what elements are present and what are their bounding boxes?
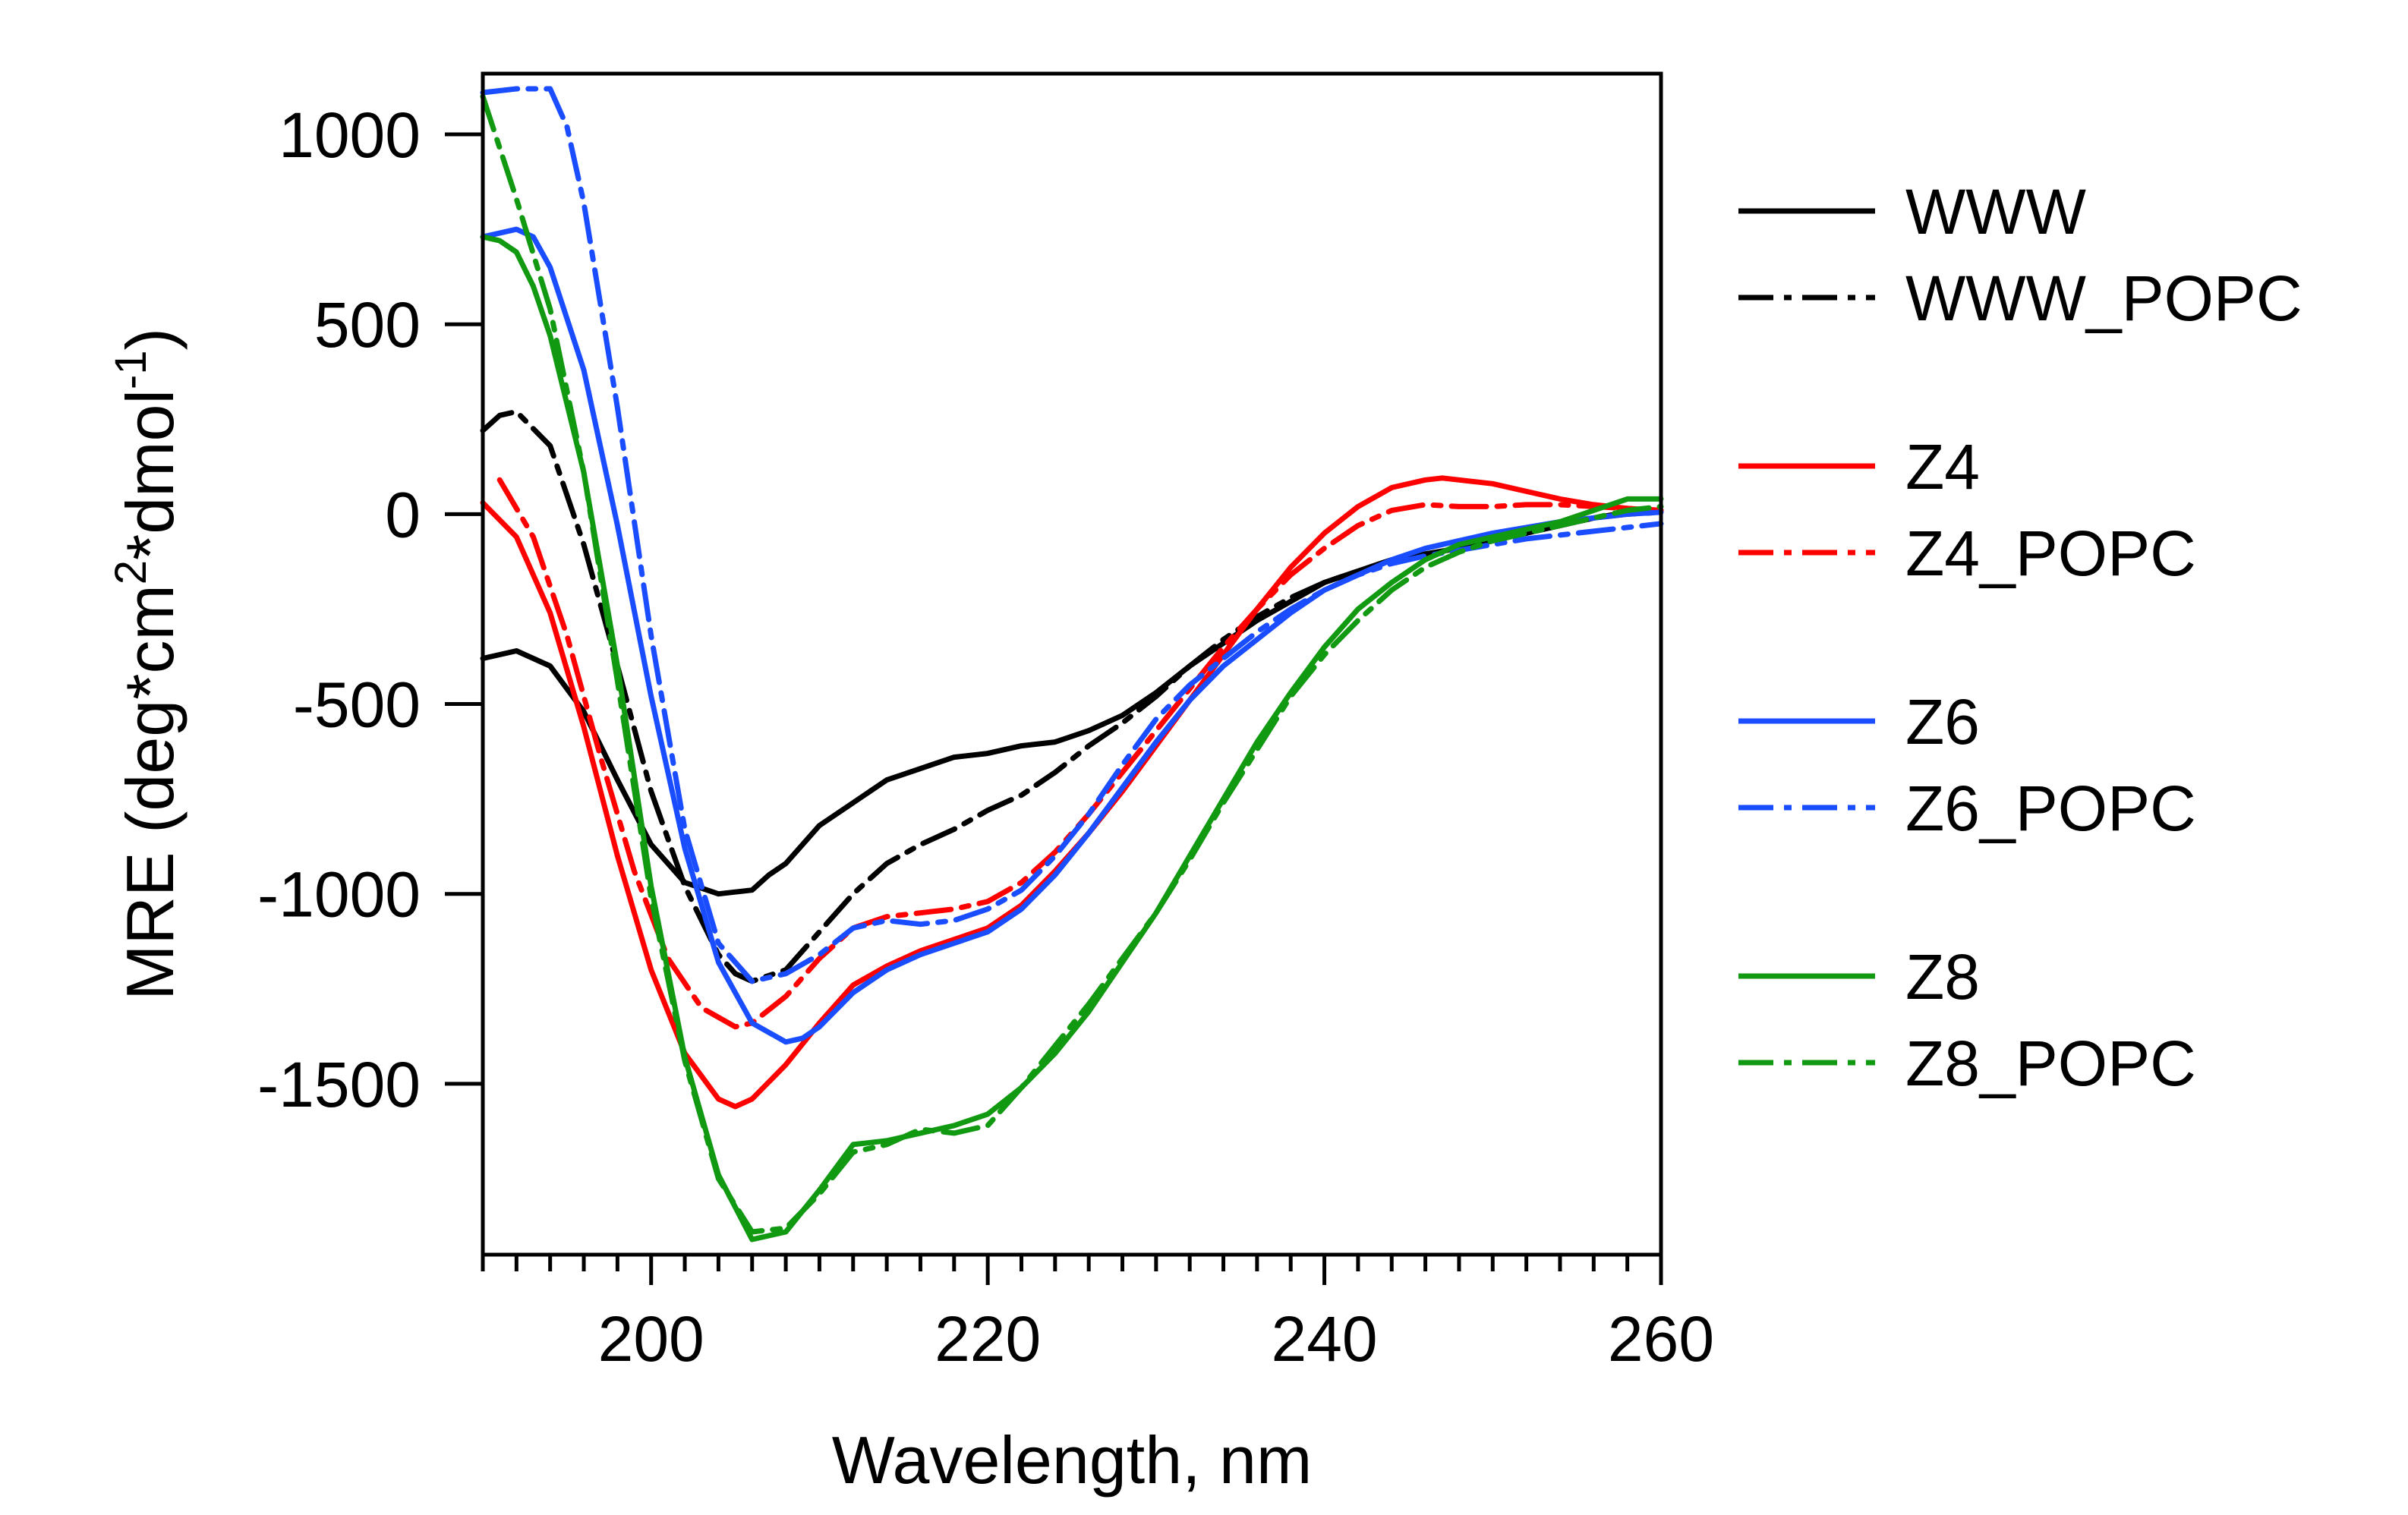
legend-label: Z6: [1905, 686, 1980, 758]
legend-item-z8: Z8: [1738, 941, 1980, 1013]
y-axis-title-part-1: MRE (deg*cm: [112, 584, 188, 1000]
y-axis-title-part-3: ): [112, 328, 188, 350]
legend-label: Z4_POPC: [1905, 518, 2196, 589]
legend-item-z6: Z6: [1738, 686, 1980, 758]
series-line-z8-popc: [480, 93, 1664, 1235]
legend-item-z6-popc: Z6_POPC: [1738, 773, 2196, 844]
legend-label: Z6_POPC: [1905, 773, 2196, 844]
y-tick-label: -500: [293, 669, 421, 741]
legend-item-z4-popc: Z4_POPC: [1738, 518, 2196, 589]
legend-label: Z8_POPC: [1905, 1028, 2196, 1099]
legend-label: WWW: [1905, 176, 2086, 247]
series-line-z6: [480, 226, 1664, 1045]
legend-item-www: WWW: [1738, 176, 2086, 247]
y-tick-label: 0: [385, 479, 421, 550]
y-axis-title-superscript-2: -1: [106, 350, 156, 389]
y-tick-label: -1500: [257, 1049, 421, 1120]
series-layer: [480, 86, 1664, 1243]
y-tick-label: -1000: [257, 859, 421, 931]
x-axis-title: Wavelength, nm: [832, 1422, 1313, 1498]
x-tick-label: 200: [598, 1303, 704, 1375]
y-axis-title: MRE (deg*cm2*dmol-1): [106, 328, 188, 1000]
y-axis-title-part-2: *dmol: [112, 389, 188, 560]
x-axis: 200 220 240 260: [481, 1255, 1714, 1375]
legend-item-z8-popc: Z8_POPC: [1738, 1028, 2196, 1099]
x-tick-label: 240: [1271, 1303, 1377, 1375]
legend-label: Z8: [1905, 941, 1980, 1013]
legend-label: Z4: [1905, 431, 1980, 502]
legend-item-www-popc: WWW_POPC: [1738, 263, 2302, 334]
series-line-www-popc: [480, 408, 1664, 984]
y-axis-title-superscript-1: 2: [106, 560, 156, 584]
y-tick-label: 500: [314, 289, 421, 361]
plot-frame: [481, 71, 1663, 1257]
x-tick-label: 260: [1608, 1303, 1714, 1375]
y-axis: 1000 500 0 -500 -1000 -1500: [257, 99, 483, 1120]
legend: WWW WWW_POPC Z4 Z4_POPC Z6 Z6_POPC Z8 Z8_POPC: [1738, 176, 2302, 1099]
x-tick-label: 220: [935, 1303, 1041, 1375]
legend-item-z4: Z4: [1738, 431, 1980, 502]
legend-label: WWW_POPC: [1905, 263, 2302, 334]
y-tick-label: 1000: [279, 99, 421, 171]
